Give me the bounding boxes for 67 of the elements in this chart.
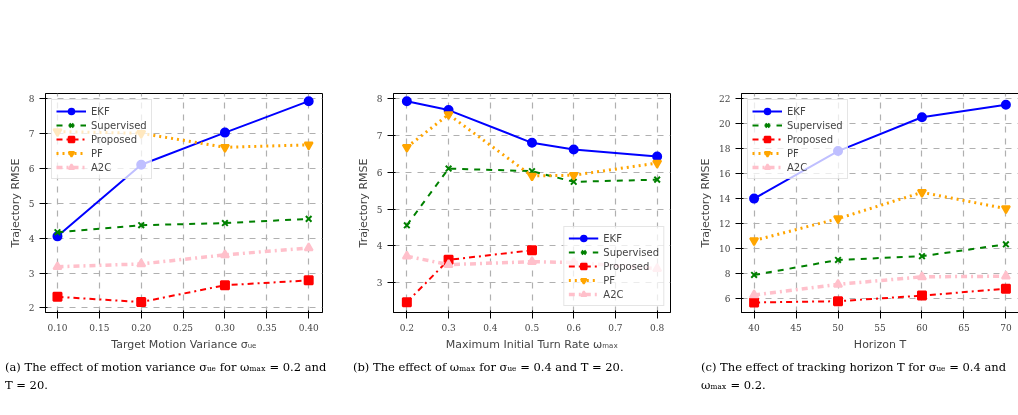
legend-label: EKF	[787, 104, 807, 118]
y-tick-label: 8	[724, 269, 731, 280]
x-tick-label: 0.40	[298, 322, 319, 333]
y-tick-label: 18	[719, 144, 731, 155]
x-tick-label: 0.2	[399, 322, 415, 333]
x-tick-label: 0.3	[441, 322, 456, 333]
y-tick-label: 14	[719, 194, 731, 205]
y-tick-label: 6	[376, 167, 383, 178]
legend-label: A2C	[787, 160, 808, 174]
legend-label: Supervised	[787, 118, 843, 132]
y-tick-label: 6	[28, 163, 35, 174]
legend-label: Proposed	[787, 132, 834, 146]
text: (a) The effect of motion variance σᵤₑ for ωₘₐₓ = 0.2 and T = 20.	[5, 359, 328, 395]
x-tick-label: 0.35	[256, 322, 278, 333]
x-tick-label: 0.8	[649, 322, 665, 333]
legend-label: A2C	[603, 287, 624, 301]
legend-label: Supervised	[603, 245, 659, 259]
y-tick-label: 22	[719, 94, 731, 105]
legend-label: EKF	[91, 104, 111, 118]
x-axis-title: Horizon T	[853, 337, 907, 351]
y-tick-label: 6	[724, 294, 731, 305]
x-tick-label: 70	[1000, 322, 1012, 333]
y-tick-label: 2	[28, 303, 35, 314]
x-tick-label: 50	[832, 322, 845, 333]
x-tick-label: 0.10	[47, 322, 68, 333]
y-tick-label: 20	[719, 119, 731, 130]
y-tick-label: 4	[28, 233, 35, 244]
x-tick-label: 0.6	[566, 322, 582, 333]
y-tick-label: 4	[376, 241, 383, 252]
y-axis-title: Trajectory RMSE	[356, 158, 370, 249]
y-tick-label: 10	[719, 244, 731, 255]
x-tick-label: 60	[916, 322, 928, 333]
x-tick-label: 55	[874, 322, 886, 333]
y-tick-label: 5	[376, 204, 383, 215]
y-axis-title: Trajectory RMSE	[8, 158, 22, 249]
legend-label: PF	[787, 146, 800, 160]
x-axis-title: Target Motion Variance σᵤₑ	[110, 337, 257, 351]
x-tick-label: 0.30	[214, 322, 236, 333]
x-tick-label: 0.5	[524, 322, 540, 333]
x-tick-label: 45	[790, 322, 803, 333]
x-axis-title: Maximum Initial Turn Rate ωₘₐₓ	[445, 337, 619, 351]
x-tick-label: 0.20	[131, 322, 152, 333]
y-tick-label: 3	[28, 268, 35, 279]
y-tick-label: 7	[28, 128, 35, 139]
x-tick-label: 0.15	[89, 322, 110, 333]
legend-label: Proposed	[91, 132, 138, 146]
legend-label: Supervised	[91, 118, 147, 132]
legend-label: PF	[603, 273, 617, 287]
x-tick-label: 0.4	[483, 322, 498, 333]
x-tick-label: 40	[748, 322, 761, 333]
x-tick-label: 0.25	[173, 322, 194, 333]
legend-label: PF	[91, 146, 104, 160]
x-tick-label: 65	[958, 322, 970, 333]
x-tick-label: 0.7	[608, 322, 623, 333]
y-tick-label: 16	[719, 169, 731, 180]
y-tick-label: 8	[28, 93, 35, 104]
y-tick-label: 5	[28, 198, 35, 209]
text: (c) The effect of tracking horizon T for σᵤₑ = 0.4 and ωₘₐₓ = 0.2.	[701, 359, 1008, 395]
legend-label: Proposed	[603, 259, 650, 273]
text: (b) The effect of ωₘₐₓ for σᵤₑ = 0.4 and T = 20.	[353, 359, 624, 376]
y-tick-label: 12	[719, 219, 731, 230]
y-axis-title: Trajectory RMSE	[699, 158, 713, 249]
y-tick-label: 8	[376, 94, 383, 105]
y-tick-label: 7	[376, 130, 383, 141]
legend-label: A2C	[91, 160, 112, 174]
y-tick-label: 3	[376, 278, 383, 289]
legend-label: EKF	[603, 231, 623, 245]
